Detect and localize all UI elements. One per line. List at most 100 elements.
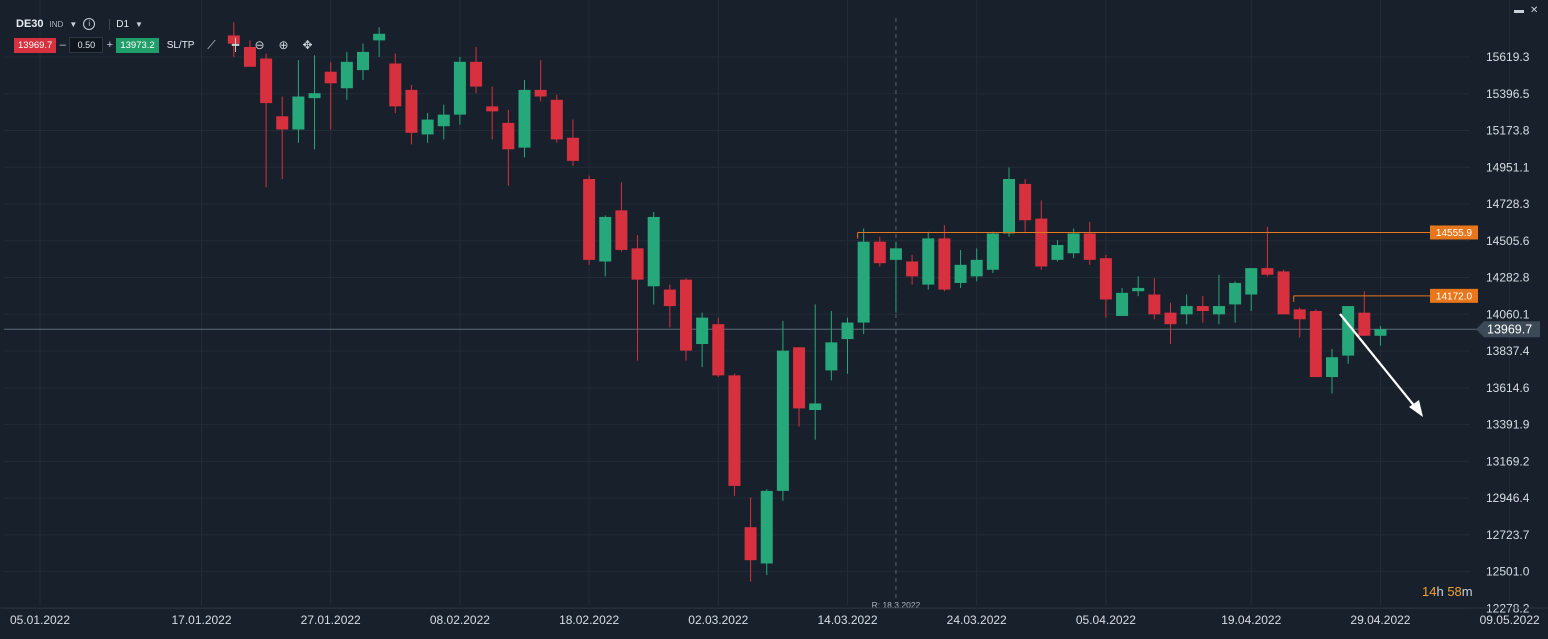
candle-body [809,403,822,411]
candle-body [873,241,886,264]
y-tick-label: 15173.8 [1486,124,1530,138]
zoom-in-icon[interactable]: ⊕ [278,38,289,52]
symbol-label: DE30 [16,18,44,30]
candle-body [389,63,402,107]
candle-body [276,116,289,130]
candle-body [534,89,547,97]
x-tick-label: 17.01.2022 [171,613,231,627]
axis-layer: 15619.3 15396.5 15173.8 14951.1 14728.3 14505… [0,50,1548,627]
candle-body [1245,268,1258,295]
y-tick-label: 14060.1 [1486,307,1530,321]
candle-body [857,241,870,323]
candle-body [1003,178,1015,234]
buy-price-button[interactable]: 13973.2 [116,37,159,53]
y-tick-label: 14282.8 [1486,271,1530,285]
candle-body [1116,292,1129,316]
candle-body [1067,233,1080,254]
x-tick-label: 29.04.2022 [1350,613,1410,627]
candle-body [405,89,418,133]
candles-icon[interactable]: ┿ [231,38,240,52]
sell-price-button[interactable]: 13969.7 [14,37,57,53]
candle-body [566,137,579,161]
x-tick-label: 05.01.2022 [10,613,70,627]
candle-body [550,99,563,140]
candle-body [1326,357,1338,378]
x-tick-label: 09.05.2022 [1480,613,1540,627]
candle-body [1342,306,1355,356]
candle-body [1180,306,1193,315]
countdown-minutes: 58 [1447,584,1462,599]
candle-body [712,324,725,376]
candle-body [1293,309,1306,320]
sltp-button[interactable]: SL/TP [166,39,195,51]
trade-toolbar: 13969.7 – + 13973.2 SL/TP ⟋ ┿ ⊖ ⊕ ✥ [14,37,314,53]
candle-body [373,33,386,41]
candle-body [292,96,305,130]
lot-increase-button[interactable]: + [106,39,114,51]
window-controls: ▬ ✕ [1514,6,1540,16]
instrument-type-tag: IND [49,19,64,29]
candle-body [922,238,935,285]
candle-body [1212,306,1225,315]
zoom-out-icon[interactable]: ⊖ [254,38,265,52]
candle-body [1051,245,1064,260]
close-icon[interactable]: ✕ [1530,5,1539,16]
y-tick-label: 15396.5 [1486,87,1530,101]
instrument-toolbar: DE30 IND ▼ i D1 ▼ [16,14,143,34]
price-level-tag [1430,225,1478,240]
info-icon[interactable]: i [83,18,96,30]
candle-body [696,317,709,345]
timeframe-selector[interactable]: D1 [109,18,129,30]
candle-body [243,46,256,67]
candle-layer [227,22,1387,582]
candle-body [1374,329,1387,336]
candle-body [437,114,450,127]
price-level-label: 14555.9 [1436,228,1473,239]
candle-body [615,210,628,250]
candle-body [324,71,337,84]
y-tick-label: 15619.3 [1486,50,1530,64]
countdown-minutes-unit: m [1461,584,1473,599]
lot-decrease-button[interactable]: – [59,39,66,51]
y-tick-label: 13837.4 [1486,344,1530,358]
price-level-label: 14172.0 [1436,291,1473,302]
timeframe-dropdown-caret-icon[interactable]: ▼ [135,19,143,29]
candle-body [1277,271,1290,315]
current-price-tag [1476,321,1540,338]
x-tick-label: 18.02.2022 [559,613,619,627]
symbol-dropdown-caret-icon[interactable]: ▼ [69,19,78,29]
candle-body [793,347,806,409]
candle-body [728,375,741,486]
candle-body [1164,312,1177,325]
candle-body [227,35,240,44]
date-marker-label: R: 18.3.2022 [872,600,921,610]
candle-body [954,264,967,283]
y-tick-label: 12501.0 [1486,565,1530,579]
move-icon[interactable]: ✥ [302,38,313,52]
candle-body [970,259,983,277]
candle-body [1083,233,1096,260]
candle-body [421,119,434,135]
candle-body [1309,311,1322,378]
x-tick-label: 24.03.2022 [947,613,1007,627]
y-tick-label: 13614.6 [1486,381,1530,395]
lot-size-input[interactable] [69,37,104,53]
candle-body [1196,306,1209,312]
candle-body [631,248,644,280]
candle-body [453,61,466,115]
candle-body [889,248,902,260]
candle-body [986,233,999,270]
candle-body [647,216,660,287]
detach-icon[interactable]: ▬ [1514,5,1524,16]
candle-body [938,238,951,290]
candle-body [1099,258,1112,300]
candle-body [1019,183,1032,221]
candle-body [470,61,483,87]
candle-body [1261,268,1274,275]
y-tick-label: 13169.2 [1486,454,1530,468]
candle-body [260,58,273,104]
price-level-tag [1430,288,1478,303]
line-chart-icon[interactable]: ⟋ [207,37,216,52]
